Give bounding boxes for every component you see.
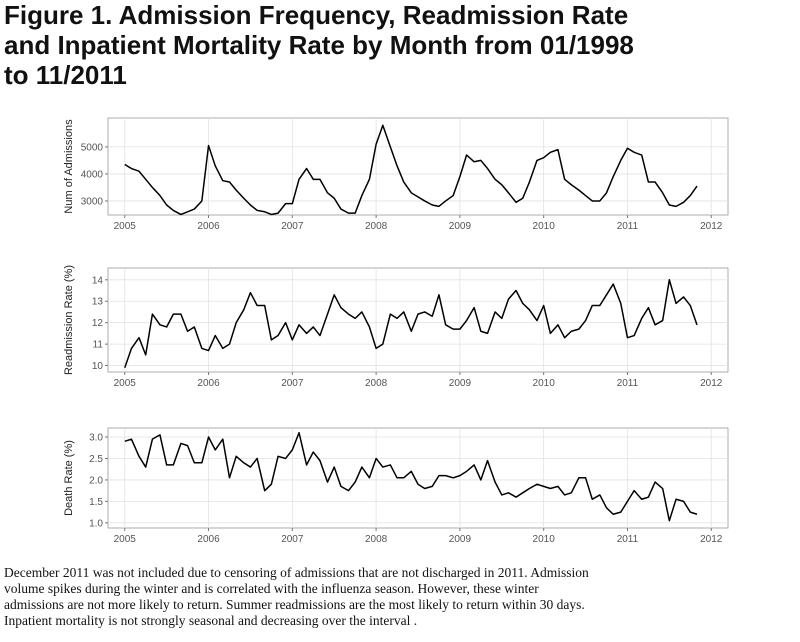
x-tick-label: 2010: [533, 534, 556, 545]
title-line: to 11/2011: [4, 60, 127, 90]
plot-area: [107, 267, 729, 373]
y-axis-label: Readmission Rate (%): [63, 265, 75, 375]
y-tick-label: 5000: [81, 142, 104, 153]
x-tick-label: 2009: [449, 378, 472, 389]
caption-line: Inpatient mortality is not strongly seas…: [4, 613, 417, 628]
y-tick-label: 12: [92, 318, 104, 329]
x-tick-label: 2006: [197, 221, 220, 232]
x-tick-label: 2007: [281, 534, 304, 545]
y-tick-label: 3.0: [89, 433, 103, 444]
caption-line: admissions are not more likely to return…: [4, 597, 585, 612]
x-tick-label: 2011: [617, 534, 639, 545]
x-tick-label: 2009: [449, 221, 472, 232]
x-tick-label: 2008: [365, 534, 388, 545]
plot-area: [107, 427, 729, 529]
x-tick-label: 2012: [700, 534, 723, 545]
y-tick-label: 1.0: [89, 518, 103, 529]
x-tick-label: 2009: [449, 534, 472, 545]
y-tick-label: 2.5: [89, 454, 103, 465]
title-line: Figure 1. Admission Frequency, Readmissi…: [4, 0, 628, 30]
x-tick-label: 2007: [281, 378, 304, 389]
y-tick-label: 4000: [81, 169, 104, 180]
x-tick-label: 2005: [114, 534, 137, 545]
data-line: [124, 279, 698, 368]
y-tick-label: 1.5: [89, 497, 103, 508]
data-line: [124, 124, 698, 216]
x-tick-label: 2006: [197, 534, 220, 545]
plot-area: [107, 117, 729, 216]
x-tick-label: 2010: [533, 221, 556, 232]
caption-line: volume spikes during the winter and is c…: [4, 581, 539, 596]
title-line: and Inpatient Mortality Rate by Month fr…: [4, 30, 634, 60]
x-tick-label: 2011: [617, 378, 639, 389]
data-line: [124, 431, 698, 522]
y-tick-label: 10: [92, 361, 104, 372]
x-tick-label: 2008: [365, 378, 388, 389]
x-tick-label: 2005: [114, 378, 137, 389]
y-tick-label: 13: [92, 297, 104, 308]
y-tick-label: 2.0: [89, 475, 103, 486]
x-tick-label: 2010: [533, 378, 556, 389]
x-tick-label: 2012: [700, 378, 723, 389]
x-tick-label: 2005: [114, 221, 137, 232]
y-tick-label: 11: [93, 340, 104, 351]
x-tick-label: 2006: [197, 378, 220, 389]
x-tick-label: 2012: [700, 221, 723, 232]
x-tick-label: 2007: [281, 221, 304, 232]
y-tick-label: 3000: [81, 196, 104, 207]
y-axis-label: Num of Admissions: [63, 119, 75, 214]
caption-line: December 2011 was not included due to ce…: [4, 565, 589, 580]
y-axis-label: Death Rate (%): [63, 440, 75, 516]
y-tick-label: 14: [92, 275, 104, 286]
x-tick-label: 2008: [365, 221, 388, 232]
x-tick-label: 2011: [617, 221, 639, 232]
